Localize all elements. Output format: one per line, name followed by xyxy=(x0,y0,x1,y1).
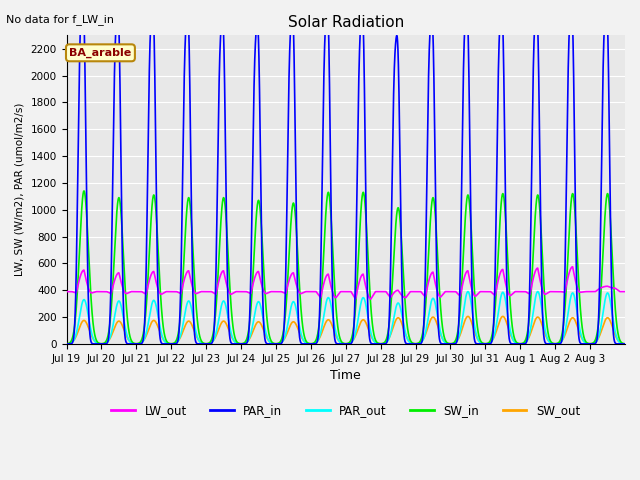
LW_out xyxy=(508,292,516,298)
SW_out xyxy=(323,318,330,324)
SW_in xyxy=(524,332,531,337)
Line: LW_out: LW_out xyxy=(67,267,625,299)
LW_out xyxy=(323,273,330,278)
Line: SW_out: SW_out xyxy=(67,316,625,344)
SW_in xyxy=(80,188,88,194)
LW_out xyxy=(554,288,562,294)
Legend: LW_out, PAR_in, PAR_out, SW_in, SW_out: LW_out, PAR_in, PAR_out, SW_in, SW_out xyxy=(107,399,585,421)
PAR_in xyxy=(524,337,531,343)
PAR_in xyxy=(554,341,562,347)
PAR_in xyxy=(482,341,490,347)
SW_out xyxy=(554,340,562,346)
SW_out xyxy=(621,341,629,347)
SW_out xyxy=(499,313,507,319)
PAR_out xyxy=(508,333,515,339)
PAR_in xyxy=(621,341,629,347)
SW_in xyxy=(323,200,330,205)
LW_out xyxy=(524,289,531,295)
Line: PAR_out: PAR_out xyxy=(67,291,625,344)
SW_out xyxy=(524,337,531,343)
PAR_out xyxy=(323,298,330,304)
PAR_out xyxy=(523,338,531,344)
LW_out xyxy=(482,288,490,294)
PAR_out xyxy=(554,341,562,347)
PAR_out xyxy=(63,341,70,347)
LW_out xyxy=(63,288,70,294)
Text: No data for f_LW_in: No data for f_LW_in xyxy=(6,14,115,25)
Title: Solar Radiation: Solar Radiation xyxy=(287,15,404,30)
SW_in xyxy=(554,340,562,346)
X-axis label: Time: Time xyxy=(330,369,361,382)
Text: BA_arable: BA_arable xyxy=(69,48,132,58)
SW_out xyxy=(508,335,516,340)
SW_in xyxy=(482,341,490,347)
SW_in xyxy=(621,341,629,347)
SW_out xyxy=(564,324,572,330)
LW_out xyxy=(569,264,577,270)
PAR_in xyxy=(323,3,330,9)
SW_in xyxy=(508,319,516,325)
PAR_in xyxy=(63,341,70,347)
PAR_out xyxy=(482,341,490,347)
PAR_in xyxy=(508,341,516,347)
Line: PAR_in: PAR_in xyxy=(67,0,625,344)
Y-axis label: LW, SW (W/m2), PAR (umol/m2/s): LW, SW (W/m2), PAR (umol/m2/s) xyxy=(15,103,25,276)
PAR_out xyxy=(621,341,629,347)
SW_out xyxy=(63,341,70,347)
PAR_out xyxy=(564,314,572,320)
SW_in xyxy=(564,261,572,266)
LW_out xyxy=(564,276,572,282)
Line: SW_in: SW_in xyxy=(67,191,625,344)
PAR_out xyxy=(534,288,541,294)
SW_out xyxy=(482,341,490,347)
LW_out xyxy=(621,288,629,294)
LW_out xyxy=(367,296,374,302)
SW_in xyxy=(63,341,70,347)
PAR_in xyxy=(564,99,572,105)
